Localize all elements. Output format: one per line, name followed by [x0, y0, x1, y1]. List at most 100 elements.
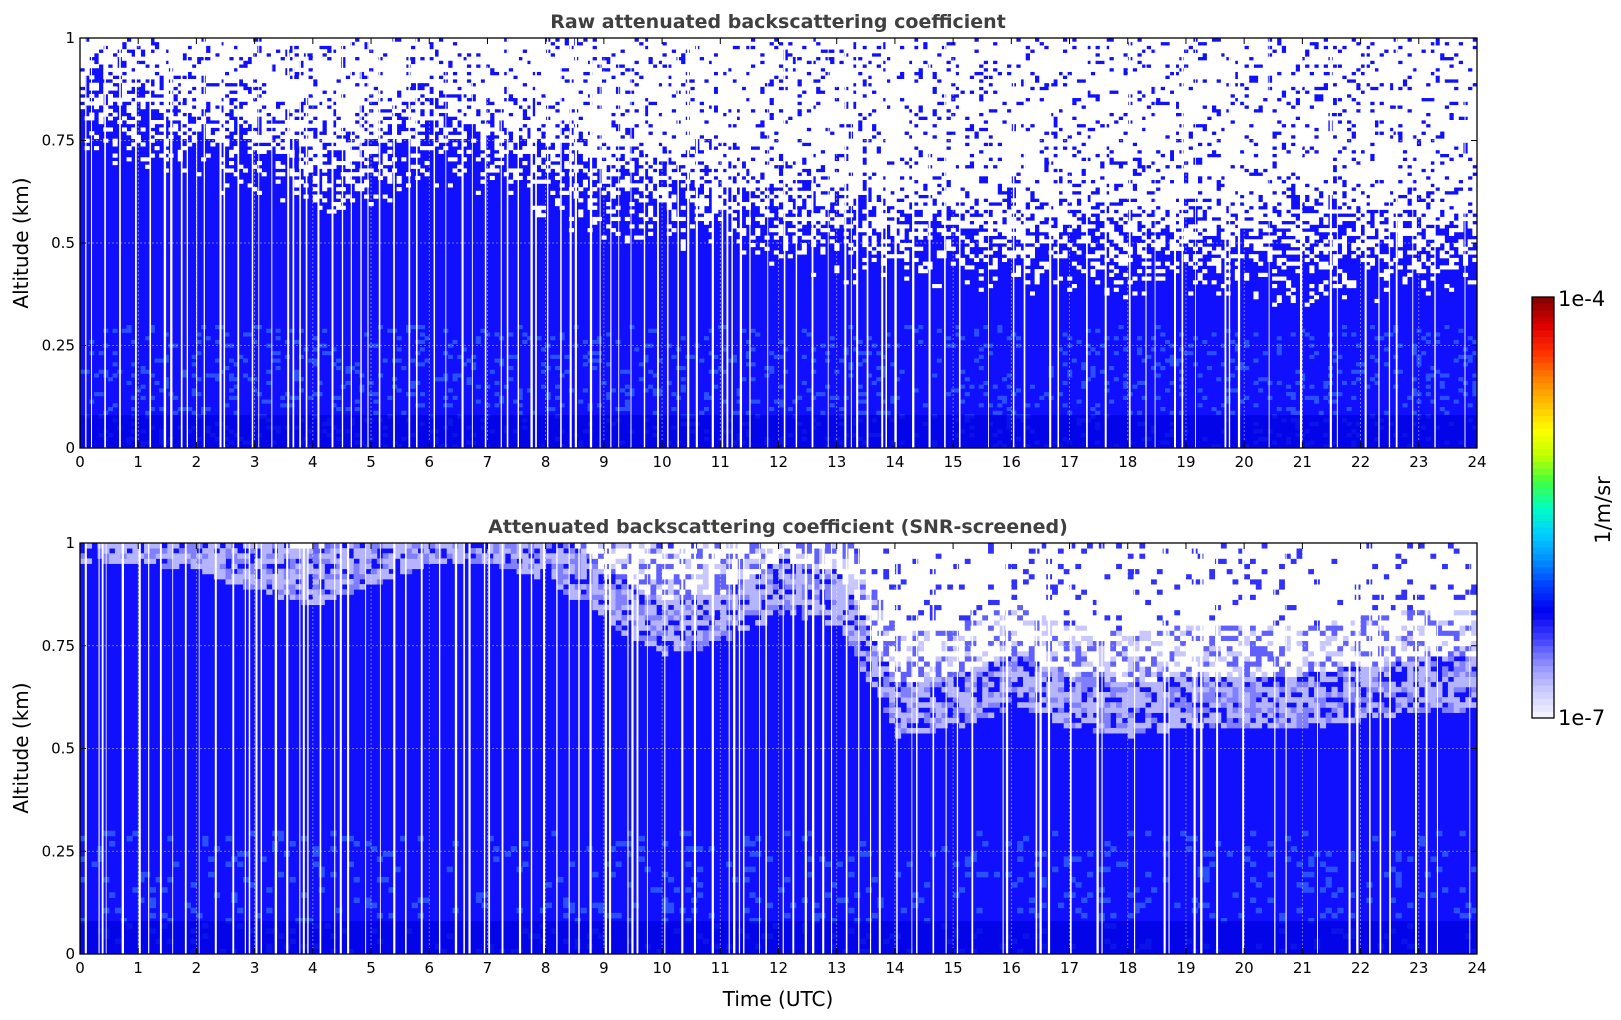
- x-tick-label: 18: [1118, 453, 1137, 471]
- colorbar-segment: [1532, 362, 1554, 370]
- x-tick-label: 19: [1176, 453, 1195, 471]
- panel-screened-title: Attenuated backscattering coefficient (S…: [488, 516, 1068, 538]
- colorbar-unit-label: 1/m/sr: [1591, 476, 1615, 544]
- colorbar-segment: [1532, 593, 1554, 601]
- x-tick-label: 23: [1409, 959, 1428, 977]
- colorbar-segment: [1532, 336, 1554, 344]
- x-tick-label: 8: [541, 453, 551, 471]
- colorbar-segment: [1532, 566, 1554, 574]
- colorbar-segment: [1532, 487, 1554, 495]
- colorbar-segment: [1532, 698, 1554, 706]
- x-tick-label: 4: [308, 959, 318, 977]
- colorbar-segment: [1532, 586, 1554, 594]
- colorbar-segment: [1532, 553, 1554, 561]
- colorbar-segment: [1532, 540, 1554, 548]
- x-tick-label: 23: [1409, 453, 1428, 471]
- y-tick-label: 0: [65, 439, 75, 457]
- x-tick-label: 0: [75, 453, 85, 471]
- y-tick-label: 0.25: [42, 842, 75, 860]
- colorbar-segment: [1532, 546, 1554, 555]
- x-tick-label: 15: [944, 453, 963, 471]
- x-tick-label: 10: [653, 959, 672, 977]
- x-tick-label: 7: [483, 453, 493, 471]
- colorbar-segment: [1532, 704, 1554, 712]
- colorbar-segment: [1532, 303, 1554, 311]
- colorbar-segment: [1532, 448, 1554, 456]
- y-tick-label: 1: [65, 29, 75, 47]
- panel-raw-grid: [80, 38, 1477, 448]
- colorbar-segment: [1532, 658, 1554, 666]
- colorbar-segment: [1532, 415, 1554, 423]
- x-tick-label: 6: [424, 453, 434, 471]
- colorbar-segment: [1532, 652, 1554, 660]
- colorbar-segment: [1532, 606, 1554, 614]
- x-tick-label: 17: [1060, 959, 1079, 977]
- colorbar-segment: [1532, 421, 1554, 430]
- colorbar-segment: [1532, 619, 1554, 627]
- colorbar-segment: [1532, 402, 1554, 410]
- x-tick-label: 11: [711, 453, 730, 471]
- x-tick-label: 15: [944, 959, 963, 977]
- x-tick-label: 9: [599, 453, 609, 471]
- y-tick-label: 0.5: [51, 740, 75, 758]
- colorbar-segment: [1532, 297, 1554, 305]
- panel-raw: Raw attenuated backscattering coefficien…: [9, 11, 1487, 471]
- x-tick-label: 22: [1351, 959, 1370, 977]
- panel-screened-xlabel: Time (UTC): [722, 987, 834, 1011]
- colorbar-segment: [1532, 369, 1554, 377]
- colorbar-segment: [1532, 382, 1554, 390]
- colorbar-segment: [1532, 395, 1554, 403]
- panel-screened-grid: [80, 543, 1477, 954]
- x-tick-label: 12: [769, 453, 788, 471]
- colorbar-segment: [1532, 533, 1554, 541]
- colorbar-segment: [1532, 389, 1554, 397]
- x-tick-label: 1: [133, 959, 143, 977]
- colorbar-segment: [1532, 310, 1554, 318]
- colorbar-segment: [1532, 329, 1554, 337]
- panel-raw-x-ticks: 0 1 2 3 4 5 6 7 8 9 10 11 12 13 14 15 16 17 18 19 20 21 22 23 24: [75, 38, 1487, 471]
- x-tick-label: 17: [1060, 453, 1079, 471]
- colorbar-segment: [1532, 560, 1554, 568]
- x-tick-label: 5: [366, 453, 376, 471]
- x-tick-label: 7: [483, 959, 493, 977]
- x-tick-label: 18: [1118, 959, 1137, 977]
- panel-screened-y-ticks: 0 0.25 0.5 0.75 1: [42, 534, 1477, 963]
- panel-screened: Attenuated backscattering coefficient (S…: [9, 516, 1487, 1011]
- x-tick-label: 3: [250, 453, 260, 471]
- panel-screened-ylabel: Altitude (km): [9, 682, 33, 813]
- panel-raw-title: Raw attenuated backscattering coefficien…: [550, 11, 1006, 33]
- colorbar-segment: [1532, 527, 1554, 535]
- x-tick-label: 9: [599, 959, 609, 977]
- colorbar-segment: [1532, 632, 1554, 640]
- x-tick-label: 16: [1002, 453, 1021, 471]
- colorbar-segment: [1532, 408, 1554, 416]
- x-tick-label: 16: [1002, 959, 1021, 977]
- colorbar-segment: [1532, 356, 1554, 364]
- colorbar-segment: [1532, 349, 1554, 357]
- x-tick-label: 2: [192, 959, 202, 977]
- colorbar-segment: [1532, 494, 1554, 502]
- x-tick-label: 13: [827, 453, 846, 471]
- colorbar-segment: [1532, 441, 1554, 449]
- colorbar-segment: [1532, 323, 1554, 331]
- colorbar-segment: [1532, 468, 1554, 476]
- colorbar-segment: [1532, 481, 1554, 489]
- colorbar-segment: [1532, 507, 1554, 515]
- x-tick-label: 1: [133, 453, 143, 471]
- colorbar-segment: [1532, 671, 1554, 680]
- colorbar-segment: [1532, 678, 1554, 686]
- x-tick-label: 0: [75, 959, 85, 977]
- panel-raw-ylabel: Altitude (km): [9, 177, 33, 308]
- colorbar-segment: [1532, 375, 1554, 384]
- x-tick-label: 21: [1293, 959, 1312, 977]
- colorbar-min-label: 1e-7: [1558, 706, 1605, 730]
- x-tick-label: 5: [366, 959, 376, 977]
- colorbar-max-label: 1e-4: [1558, 287, 1605, 311]
- x-tick-label: 13: [827, 959, 846, 977]
- x-tick-label: 22: [1351, 453, 1370, 471]
- x-tick-label: 8: [541, 959, 551, 977]
- colorbar-segment: [1532, 665, 1554, 673]
- x-tick-label: 24: [1467, 453, 1486, 471]
- colorbar-segment: [1532, 639, 1554, 647]
